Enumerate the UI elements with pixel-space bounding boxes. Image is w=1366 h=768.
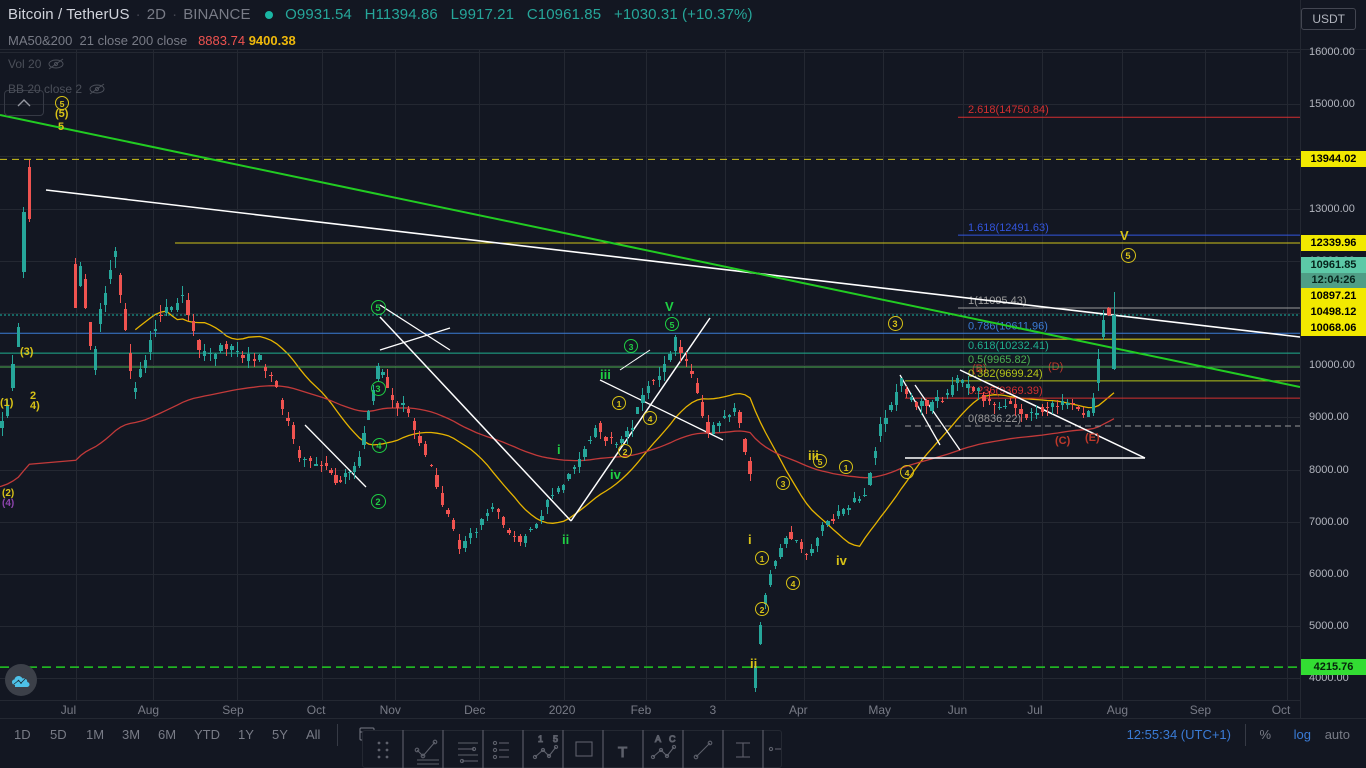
svg-text:A: A xyxy=(655,734,661,744)
svg-text:T: T xyxy=(618,744,627,761)
svg-text:1: 1 xyxy=(538,734,543,744)
svg-text:5: 5 xyxy=(553,734,558,744)
svg-text:C: C xyxy=(669,734,676,744)
